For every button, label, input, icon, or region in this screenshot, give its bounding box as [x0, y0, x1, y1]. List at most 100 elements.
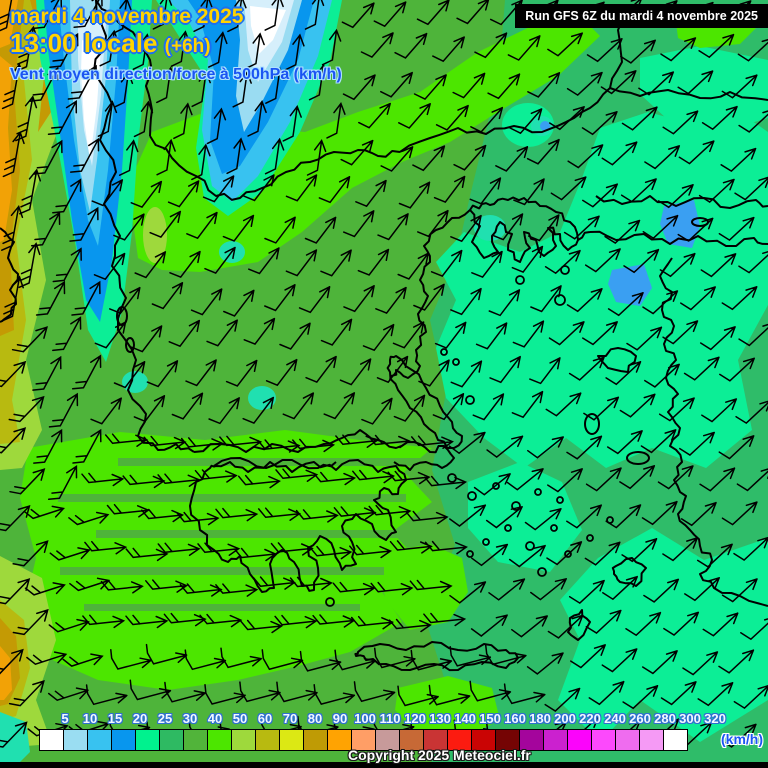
legend-cell	[183, 729, 208, 751]
island-dot	[554, 294, 566, 306]
field-blue-patch-marmara	[660, 200, 700, 248]
legend-cell	[63, 729, 88, 751]
field-stripe	[96, 530, 426, 538]
bottom-black-bar	[0, 762, 768, 768]
legend-label: 300	[679, 711, 701, 726]
coast-marmara-north-shore	[595, 195, 768, 209]
island-samos	[626, 451, 650, 465]
island-dot	[511, 501, 521, 511]
legend-cell	[639, 729, 664, 751]
legend-label: 30	[182, 711, 198, 726]
legend-cell	[255, 729, 280, 751]
field-bright-bottom-center	[395, 676, 500, 740]
island-dot	[482, 538, 490, 546]
legend-label: 140	[454, 711, 476, 726]
legend-label: 90	[332, 711, 348, 726]
island-lefkada	[125, 337, 135, 353]
legend-cell	[159, 729, 184, 751]
legend-label: 200	[554, 711, 576, 726]
legend-unit-label: (km/h)	[721, 731, 763, 747]
island-dot	[466, 550, 474, 558]
legend-label: 320	[704, 711, 726, 726]
coast-karpathos-island	[567, 609, 591, 641]
legend-cell	[231, 729, 256, 751]
island-dot	[467, 491, 477, 501]
coast-gulf-corinth-north	[193, 429, 455, 471]
legend-label: 220	[579, 711, 601, 726]
legend-label: 160	[504, 711, 526, 726]
field-orange-left	[0, 56, 12, 242]
forecast-offset: (+6h)	[164, 36, 211, 58]
legend-cell	[543, 729, 568, 751]
island-dot	[564, 550, 572, 558]
coast-peloponnese	[189, 459, 407, 593]
legend-cell	[279, 729, 304, 751]
legend-label: 100	[354, 711, 376, 726]
legend-cell	[591, 729, 616, 751]
legend-label: 15	[107, 711, 123, 726]
island-dot	[525, 541, 535, 551]
legend-label: 120	[404, 711, 426, 726]
island-dot	[325, 597, 335, 607]
legend-label: 110	[379, 711, 401, 726]
field-stripe	[118, 458, 432, 466]
legend-label: 50	[232, 711, 248, 726]
legend-cell	[567, 729, 592, 751]
legend-cell	[111, 729, 136, 751]
coast-euboea-island	[386, 355, 463, 449]
wind-barbs	[0, 0, 768, 748]
island-dot	[465, 395, 475, 405]
legend-label: 40	[207, 711, 223, 726]
island-dot	[440, 348, 448, 356]
legend-cell	[303, 729, 328, 751]
coast-north-aegean-coast	[469, 209, 591, 263]
coast-rhodes-island	[611, 557, 647, 587]
coast-thessaly-coast	[389, 209, 471, 381]
legend-cell	[39, 729, 64, 751]
island-dot	[492, 482, 500, 490]
legend-label: 260	[629, 711, 651, 726]
coast-border-albania-greece	[149, 135, 401, 201]
copyright-label: Copyright 2025 Meteociel.fr	[348, 747, 531, 763]
legend-label: 20	[132, 711, 148, 726]
field-stripe	[60, 567, 384, 575]
legend-label: 10	[82, 711, 98, 726]
island-dot	[556, 496, 564, 504]
island-dot	[534, 488, 542, 496]
legend-cell	[135, 729, 160, 751]
legend-label: 130	[429, 711, 451, 726]
island-dot	[550, 524, 558, 532]
field-orange-lowerleft	[0, 646, 12, 700]
field-stripe	[58, 494, 406, 502]
legend-cells	[39, 729, 688, 751]
island-dot	[515, 275, 525, 285]
parameter-subtitle: Vent moyen direction/force à 500hPa (km/…	[10, 66, 342, 84]
legend-label: 150	[479, 711, 501, 726]
field-stripe	[84, 604, 360, 611]
legend-cell	[663, 729, 688, 751]
legend-label: 80	[307, 711, 323, 726]
island-dot	[586, 534, 594, 542]
legend-label: 60	[257, 711, 273, 726]
field-orange-corner	[0, 0, 18, 48]
island-dot	[504, 524, 512, 532]
legend-label: 240	[604, 711, 626, 726]
coast-crete-island	[354, 641, 519, 672]
island-dot	[537, 567, 547, 577]
legend-cell	[87, 729, 112, 751]
coast-adriatic-west-coast	[93, 0, 195, 453]
date-title: mardi 4 novembre 2025	[10, 5, 244, 28]
legend-label: 25	[157, 711, 173, 726]
legend-cell	[207, 729, 232, 751]
island-corfu	[116, 306, 128, 326]
coast-halkidiki-west	[469, 196, 579, 241]
coast-turkey-west-coast	[659, 257, 768, 607]
accent-teal-thermaic	[474, 215, 506, 241]
map-header: mardi 4 novembre 2025 13:00 locale (+6h)…	[10, 5, 342, 84]
legend-label: 180	[529, 711, 551, 726]
accent-blue-dot-thessaloniki	[540, 121, 550, 131]
legend-label: 5	[61, 711, 69, 726]
legend-label: 280	[654, 711, 676, 726]
